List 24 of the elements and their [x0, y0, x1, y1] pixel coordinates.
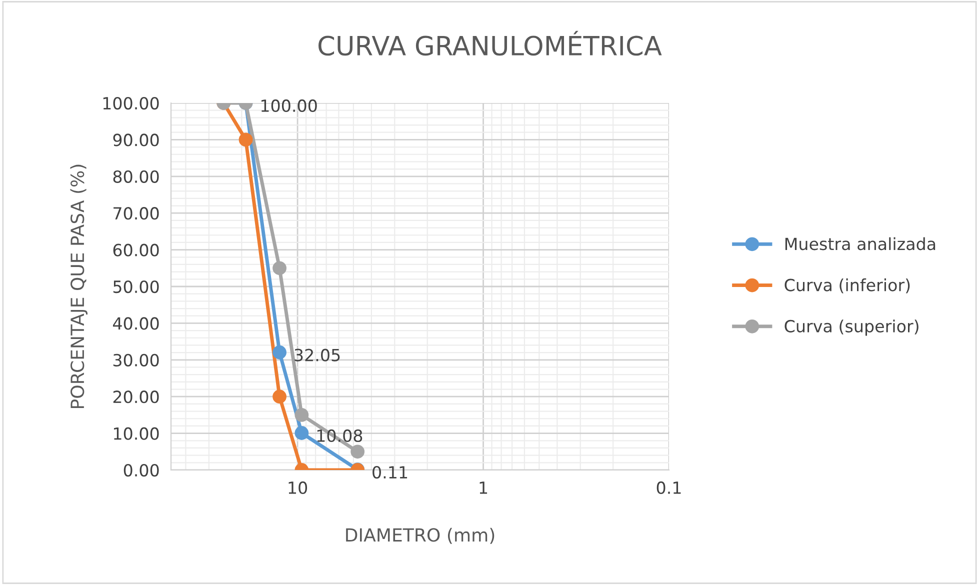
y-tick-label: 10.00: [114, 427, 159, 440]
x-tick-label: 0.1: [656, 481, 681, 494]
data-label: 10.08: [317, 429, 362, 442]
y-tick-label: 60.00: [113, 244, 159, 256]
chart-title: CURVA GRANULOMÉTRICA: [318, 30, 662, 56]
y-tick-label: 70.00: [114, 207, 159, 220]
y-tick-label: 0.00: [124, 464, 159, 477]
y-tick-label: 100.00: [103, 96, 159, 110]
y-axis-title: PORCENTAJE QUE PASA (%): [70, 164, 88, 408]
data-label: 32.05: [294, 348, 340, 362]
y-tick-label: 20.00: [113, 390, 159, 404]
data-label: 0.11: [372, 466, 408, 479]
legend-label: Curva (superior): [784, 320, 918, 336]
data-label: 100.00: [261, 99, 317, 112]
y-tick-label: 50.00: [113, 280, 159, 294]
x-tick-label: 1: [480, 482, 488, 494]
y-tick-label: 30.00: [113, 354, 159, 366]
y-tick-label: 90.00: [113, 134, 159, 146]
legend-label: Muestra analizada: [785, 237, 936, 250]
y-tick-label: 80.00: [113, 170, 159, 183]
y-tick-label: 40.00: [112, 317, 159, 330]
x-axis-title: DIAMETRO (mm): [346, 528, 494, 544]
x-tick-label: 10: [288, 481, 308, 494]
legend-label: Curva (inferior): [784, 278, 910, 294]
